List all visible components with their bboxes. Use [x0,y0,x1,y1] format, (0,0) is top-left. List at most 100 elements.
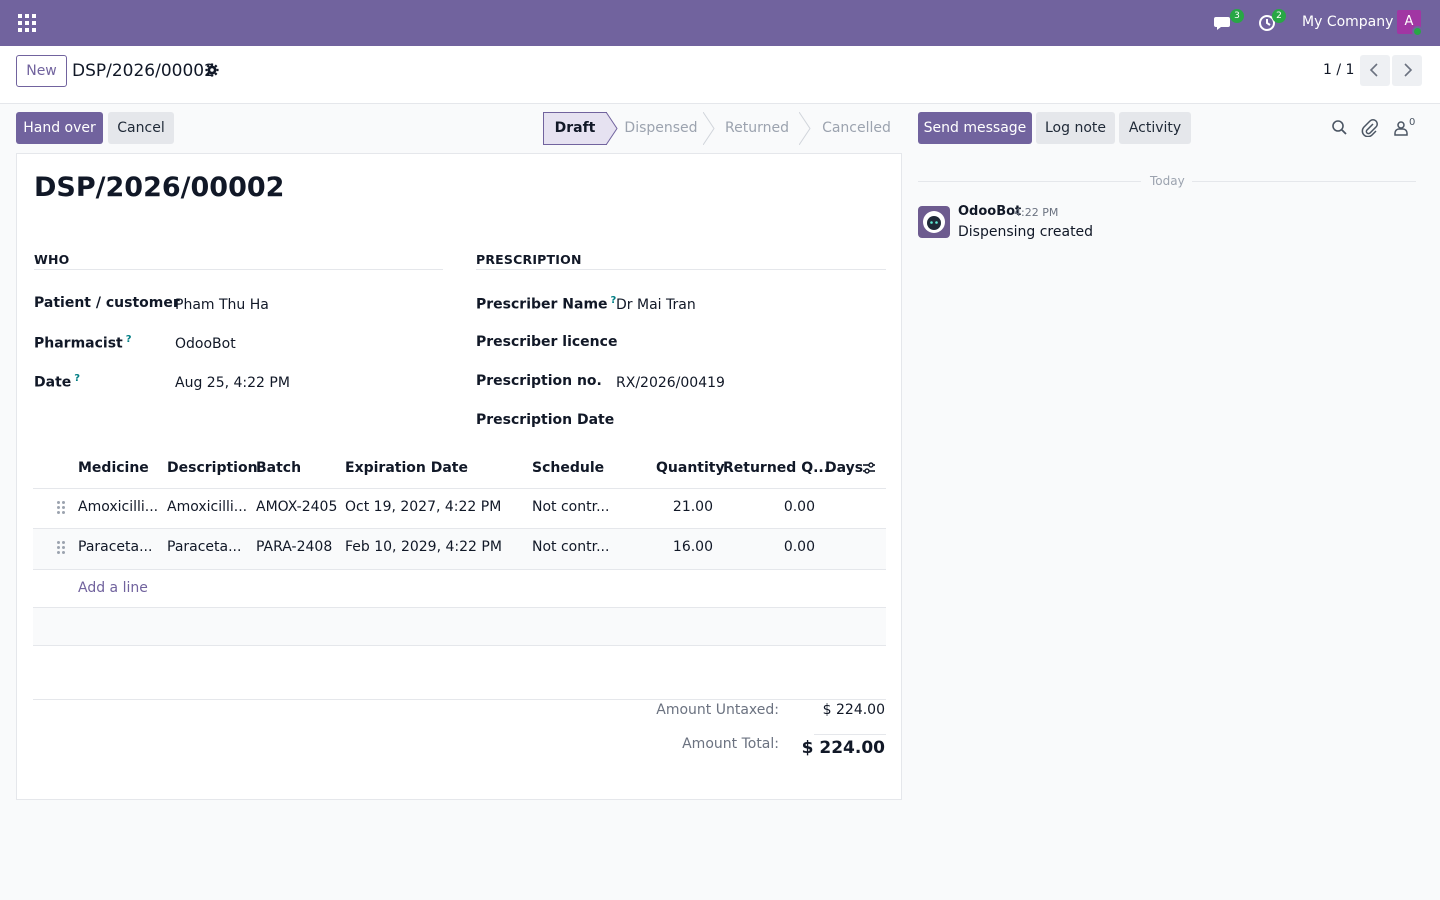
who-divider [34,269,443,270]
column-header-expiration-date[interactable]: Expiration Date [345,460,468,476]
cell-expiration-date[interactable]: Oct 19, 2027, 4:22 PM [345,499,502,515]
drag-handle-icon[interactable] [57,501,65,514]
cell-batch[interactable]: AMOX-2405 [256,499,338,515]
new-button[interactable]: New [16,55,67,87]
activity-clock-icon[interactable] [1257,12,1279,34]
record-title: DSP/2026/00002 [34,172,285,203]
send-message-button[interactable]: Send message [918,112,1032,144]
log-note-button[interactable]: Log note [1036,112,1115,144]
stage-arrow-icon [799,112,811,145]
empty-row [33,608,886,645]
cell-quantity[interactable]: 21.00 [672,499,713,515]
date-label: Date? [34,373,81,391]
patient-field[interactable]: Pham Thu Ha [175,297,269,313]
drag-handle-icon[interactable] [57,541,65,554]
help-tooltip-icon[interactable]: ? [125,334,132,345]
table-header-divider [33,488,886,489]
pharmacist-field[interactable]: OdooBot [175,336,236,352]
total-divider [814,734,886,735]
amount-untaxed-label: Amount Untaxed: [656,702,779,718]
messages-icon[interactable] [1213,12,1235,34]
chevron-right-icon [1404,63,1413,77]
pager-value[interactable]: 1 / 1 [1323,62,1355,78]
prescriber-licence-label: Prescriber licence [476,334,618,350]
date-separator: Today [1150,174,1185,188]
activity-button[interactable]: Activity [1119,112,1191,144]
column-header-medicine[interactable]: Medicine [78,460,149,476]
stage-draft[interactable]: Draft [543,112,607,145]
cell-medicine[interactable]: Paraceta... [78,539,153,555]
status-bar: Draft Dispensed Returned Cancelled [543,112,902,145]
prescriber-name-field[interactable]: Dr Mai Tran [616,297,696,313]
stage-cancelled[interactable]: Cancelled [822,120,891,136]
amount-untaxed-value: $ 224.00 [822,702,885,718]
prescriber-name-label: Prescriber Name? [476,295,617,313]
stage-dispensed[interactable]: Dispensed [624,120,698,136]
activities-badge: 2 [1272,9,1286,23]
column-header-returned-qty[interactable]: Returned Q... [723,460,830,476]
add-line-link[interactable]: Add a line [78,580,148,596]
column-header-quantity[interactable]: Quantity [656,460,725,476]
form-sheet: DSP/2026/00002 WHO PRESCRIPTION Patient … [16,153,902,800]
date-divider [1192,181,1416,182]
table-row[interactable] [33,529,886,569]
search-icon[interactable] [1331,119,1349,137]
message-author[interactable]: OdooBot [958,204,1022,219]
cell-batch[interactable]: PARA-2408 [256,539,333,555]
date-divider [918,181,1141,182]
message-time: 4:22 PM [1014,206,1059,219]
cell-expiration-date[interactable]: Feb 10, 2029, 4:22 PM [345,539,502,555]
app-menu-icon[interactable] [18,14,36,32]
cancel-button[interactable]: Cancel [108,112,174,144]
pharmacist-label: Pharmacist? [34,334,132,352]
stage-arrow-icon [703,112,715,145]
totals-divider [33,699,886,700]
prescription-no-field[interactable]: RX/2026/00419 [616,375,725,391]
breadcrumb: DSP/2026/00002 [72,61,215,81]
prescription-divider [476,269,886,270]
prescription-date-label: Prescription Date [476,412,615,428]
prescription-date-field[interactable] [616,412,886,432]
followers-count: 0 [1409,117,1416,128]
cell-description[interactable]: Paraceta... [167,539,242,555]
stage-returned[interactable]: Returned [725,120,789,136]
row-divider [33,645,886,646]
column-header-batch[interactable]: Batch [256,460,302,476]
cell-medicine[interactable]: Amoxicilli... [78,499,159,515]
column-header-schedule[interactable]: Schedule [532,460,605,476]
patient-label: Patient / customer [34,295,180,311]
prescriber-licence-field[interactable] [616,334,886,354]
messages-badge: 3 [1230,9,1244,23]
hand-over-button[interactable]: Hand over [16,112,103,144]
chevron-left-icon [1369,63,1378,77]
help-tooltip-icon[interactable]: ? [610,295,617,306]
cell-quantity[interactable]: 16.00 [672,539,713,555]
odoobot-avatar[interactable] [918,206,950,238]
user-avatar[interactable]: A [1397,10,1421,34]
followers-icon[interactable] [1393,119,1411,137]
cell-schedule[interactable]: Not contr... [532,539,610,555]
stage-arrow-icon [606,112,618,145]
top-navbar: 3 2 My Company A [0,0,1440,46]
prescription-section-heading: PRESCRIPTION [476,252,582,267]
cell-returned-qty[interactable]: 0.00 [783,499,815,515]
help-tooltip-icon[interactable]: ? [74,373,81,384]
cell-description[interactable]: Amoxicilli... [167,499,248,515]
paperclip-icon[interactable] [1361,119,1379,137]
cell-schedule[interactable]: Not contr... [532,499,610,515]
presence-status-icon [1412,26,1423,37]
who-section-heading: WHO [34,252,70,267]
date-field[interactable]: Aug 25, 4:22 PM [175,375,290,391]
cell-returned-qty[interactable]: 0.00 [783,539,815,555]
optional-columns-icon[interactable] [862,461,876,475]
company-switcher[interactable]: My Company [1302,14,1394,30]
prescription-no-label: Prescription no. [476,373,602,389]
row-divider [33,528,886,529]
pager-next-button[interactable] [1392,55,1422,86]
column-header-description[interactable]: Description [167,460,258,476]
control-panel: New DSP/2026/00002 1 / 1 [0,46,1440,104]
pager-previous-button[interactable] [1360,55,1390,86]
gear-icon[interactable] [205,63,219,77]
column-header-days[interactable]: Days [825,460,864,476]
robot-icon [923,211,945,233]
